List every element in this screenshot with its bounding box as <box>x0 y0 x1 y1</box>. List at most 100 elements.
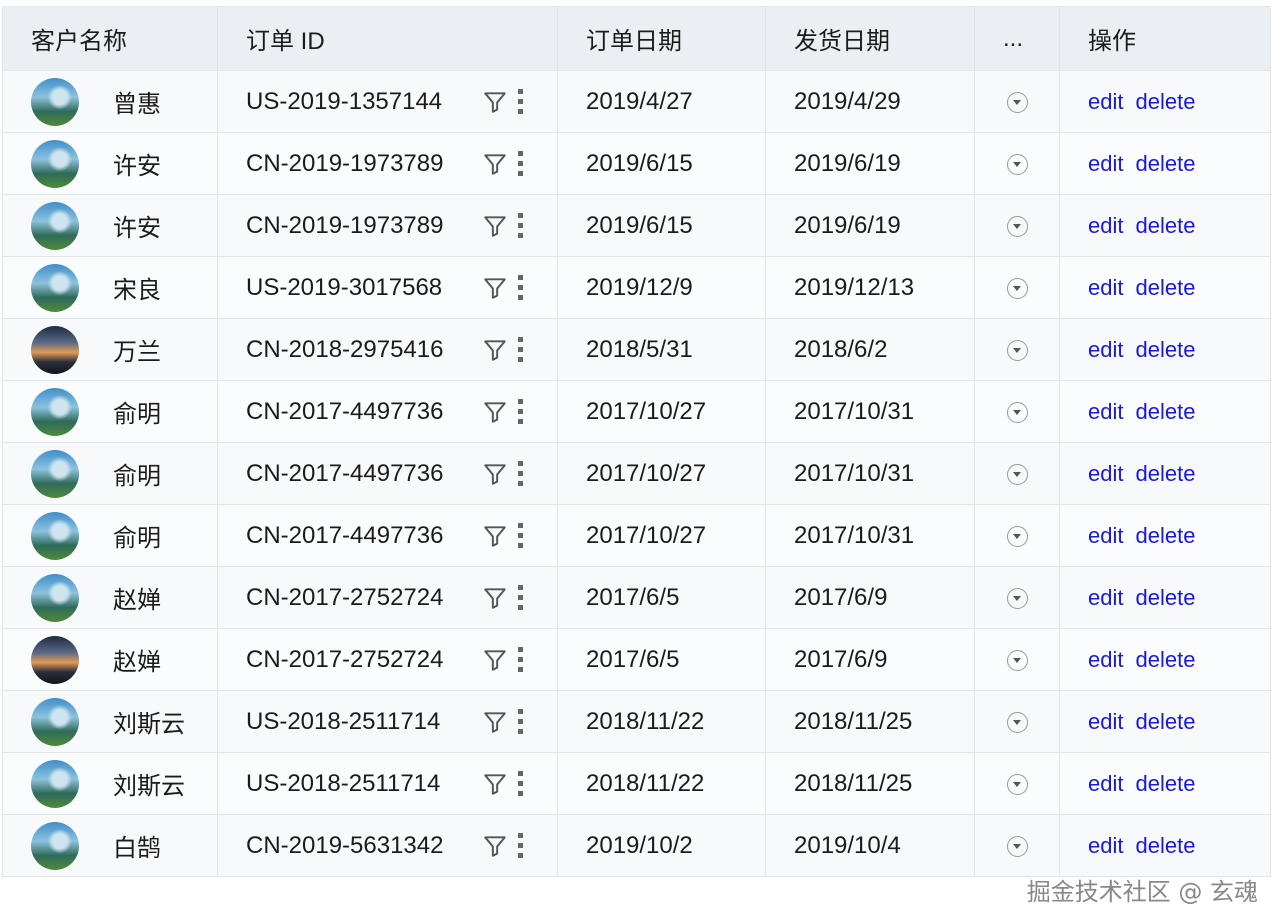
customer-cell: 俞明 <box>2 442 218 505</box>
column-header-ship-date[interactable]: 发货日期 <box>765 6 975 71</box>
delete-link[interactable]: delete <box>1135 336 1196 362</box>
delete-link[interactable]: delete <box>1135 708 1196 734</box>
edit-link[interactable]: edit <box>1088 584 1124 610</box>
more-vertical-icon[interactable] <box>518 461 524 486</box>
customer-name: 刘斯云 <box>113 711 185 738</box>
table-row: 刘斯云 US-2018-2511714 2018/11/22 2018/11/2… <box>2 752 1271 815</box>
order-id: CN-2018-2975416 <box>246 335 444 363</box>
ship-date: 2019/6/19 <box>765 132 975 195</box>
dropdown-circle-icon[interactable] <box>1006 339 1028 361</box>
more-vertical-icon[interactable] <box>518 399 524 424</box>
edit-link[interactable]: edit <box>1088 708 1124 734</box>
table-row: 俞明 CN-2017-4497736 2017/10/27 2017/10/31… <box>2 442 1271 505</box>
column-header-customer[interactable]: 客户名称 <box>2 6 218 71</box>
more-vertical-icon[interactable] <box>518 337 524 362</box>
filter-icon[interactable] <box>482 461 508 487</box>
order-id-cell: US-2019-3017568 <box>217 256 558 319</box>
dropdown-circle-icon[interactable] <box>1006 277 1028 299</box>
dropdown-circle-icon[interactable] <box>1006 711 1028 733</box>
filter-icon[interactable] <box>482 337 508 363</box>
delete-link[interactable]: delete <box>1135 274 1196 300</box>
edit-link[interactable]: edit <box>1088 460 1124 486</box>
edit-link[interactable]: edit <box>1088 88 1124 114</box>
avatar <box>31 573 79 622</box>
edit-link[interactable]: edit <box>1088 274 1124 300</box>
edit-link[interactable]: edit <box>1088 336 1124 362</box>
filter-icon[interactable] <box>482 585 508 611</box>
order-date: 2019/4/27 <box>557 70 766 133</box>
actions-cell: edit delete <box>1059 132 1271 195</box>
actions-cell: edit delete <box>1059 504 1271 567</box>
actions-cell: edit delete <box>1059 70 1271 133</box>
edit-link[interactable]: edit <box>1088 398 1124 424</box>
filter-icon[interactable] <box>482 709 508 735</box>
more-vertical-icon[interactable] <box>518 523 524 548</box>
more-vertical-icon[interactable] <box>518 647 524 672</box>
table-row: 白鹄 CN-2019-5631342 2019/10/2 2019/10/4 e… <box>2 814 1271 877</box>
column-header-order-date[interactable]: 订单日期 <box>557 6 766 71</box>
delete-link[interactable]: delete <box>1135 832 1196 858</box>
more-vertical-icon[interactable] <box>518 89 524 114</box>
order-id-cell: US-2019-1357144 <box>217 70 558 133</box>
more-vertical-icon[interactable] <box>518 151 524 176</box>
dropdown-circle-icon[interactable] <box>1006 649 1028 671</box>
delete-link[interactable]: delete <box>1135 150 1196 176</box>
dropdown-circle-icon[interactable] <box>1006 463 1028 485</box>
more-vertical-icon[interactable] <box>518 833 524 858</box>
more-vertical-icon[interactable] <box>518 585 524 610</box>
more-vertical-icon[interactable] <box>518 275 524 300</box>
order-id-cell: US-2018-2511714 <box>217 752 558 815</box>
more-vertical-icon[interactable] <box>518 771 524 796</box>
delete-link[interactable]: delete <box>1135 522 1196 548</box>
customer-name: 许安 <box>113 215 161 242</box>
order-id-cell: CN-2017-4497736 <box>217 380 558 443</box>
delete-link[interactable]: delete <box>1135 770 1196 796</box>
ship-date: 2019/12/13 <box>765 256 975 319</box>
delete-link[interactable]: delete <box>1135 398 1196 424</box>
filter-icon[interactable] <box>482 523 508 549</box>
column-header-order-id[interactable]: 订单 ID <box>217 6 558 71</box>
dropdown-circle-icon[interactable] <box>1006 153 1028 175</box>
filter-icon[interactable] <box>482 213 508 239</box>
customer-name: 曾惠 <box>113 91 161 118</box>
actions-cell: edit delete <box>1059 690 1271 753</box>
dropdown-circle-icon[interactable] <box>1006 773 1028 795</box>
avatar <box>31 139 79 188</box>
ship-date: 2018/11/25 <box>765 752 975 815</box>
dropdown-circle-icon[interactable] <box>1006 91 1028 113</box>
table-row: 宋良 US-2019-3017568 2019/12/9 2019/12/13 … <box>2 256 1271 319</box>
more-vertical-icon[interactable] <box>518 709 524 734</box>
delete-link[interactable]: delete <box>1135 646 1196 672</box>
actions-cell: edit delete <box>1059 380 1271 443</box>
edit-link[interactable]: edit <box>1088 212 1124 238</box>
delete-link[interactable]: delete <box>1135 212 1196 238</box>
delete-link[interactable]: delete <box>1135 88 1196 114</box>
column-header-more[interactable]: ... <box>974 6 1060 71</box>
expand-cell <box>974 442 1060 505</box>
filter-icon[interactable] <box>482 89 508 115</box>
edit-link[interactable]: edit <box>1088 646 1124 672</box>
filter-icon[interactable] <box>482 771 508 797</box>
dropdown-circle-icon[interactable] <box>1006 587 1028 609</box>
actions-cell: edit delete <box>1059 566 1271 629</box>
dropdown-circle-icon[interactable] <box>1006 525 1028 547</box>
dropdown-circle-icon[interactable] <box>1006 215 1028 237</box>
dropdown-circle-icon[interactable] <box>1006 401 1028 423</box>
edit-link[interactable]: edit <box>1088 522 1124 548</box>
filter-icon[interactable] <box>482 275 508 301</box>
delete-link[interactable]: delete <box>1135 460 1196 486</box>
order-date: 2019/10/2 <box>557 814 766 877</box>
edit-link[interactable]: edit <box>1088 150 1124 176</box>
filter-icon[interactable] <box>482 647 508 673</box>
customer-cell: 曾惠 <box>2 70 218 133</box>
customer-name: 赵婵 <box>113 587 161 614</box>
table-row: 赵婵 CN-2017-2752724 2017/6/5 2017/6/9 edi… <box>2 628 1271 691</box>
edit-link[interactable]: edit <box>1088 832 1124 858</box>
filter-icon[interactable] <box>482 151 508 177</box>
edit-link[interactable]: edit <box>1088 770 1124 796</box>
filter-icon[interactable] <box>482 833 508 859</box>
filter-icon[interactable] <box>482 399 508 425</box>
more-vertical-icon[interactable] <box>518 213 524 238</box>
dropdown-circle-icon[interactable] <box>1006 835 1028 857</box>
delete-link[interactable]: delete <box>1135 584 1196 610</box>
